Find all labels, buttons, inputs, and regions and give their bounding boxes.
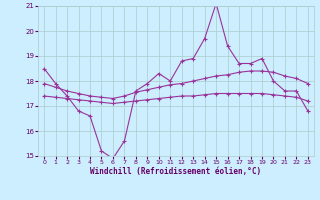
X-axis label: Windchill (Refroidissement éolien,°C): Windchill (Refroidissement éolien,°C) — [91, 167, 261, 176]
